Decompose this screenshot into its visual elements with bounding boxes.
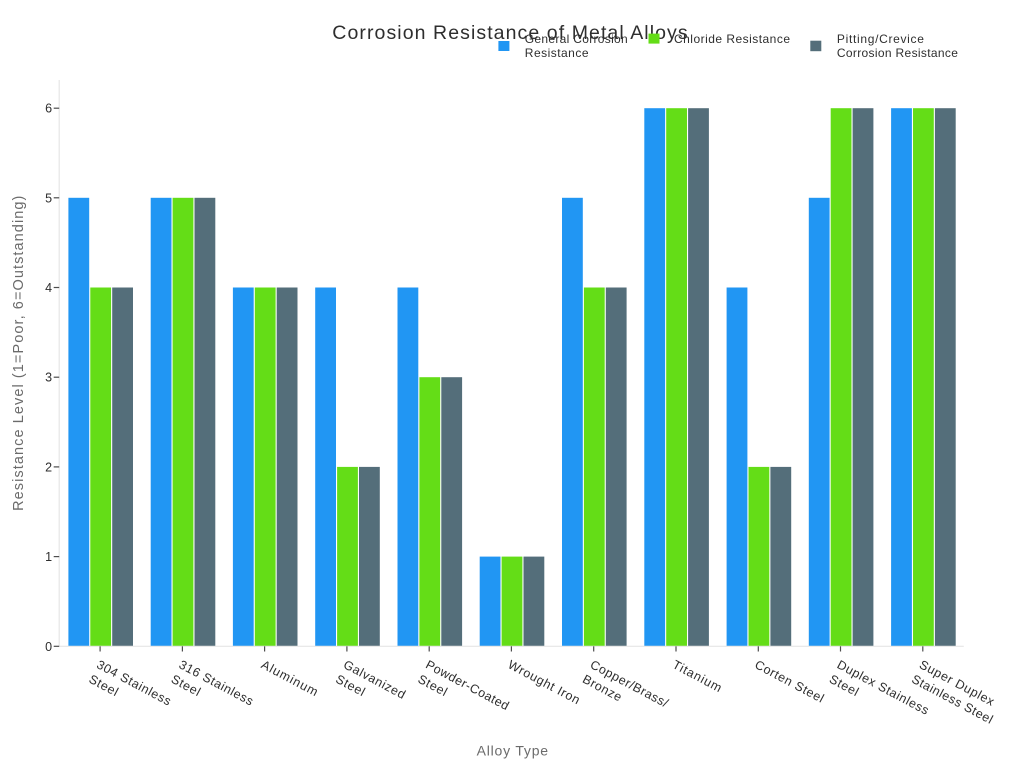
svg-text:5: 5: [45, 191, 52, 205]
svg-text:Alloy Type: Alloy Type: [477, 742, 549, 758]
svg-text:Corrosion Resistance: Corrosion Resistance: [837, 46, 958, 60]
svg-text:General Corrosion: General Corrosion: [525, 32, 628, 46]
svg-text:Corrosion Resistance of Metal: Corrosion Resistance of Metal Alloys: [332, 22, 688, 44]
svg-text:Chloride Resistance: Chloride Resistance: [674, 32, 790, 46]
svg-text:Resistance: Resistance: [525, 46, 589, 60]
svg-text:3: 3: [45, 371, 52, 385]
svg-text:6: 6: [45, 102, 52, 116]
svg-text:2: 2: [45, 460, 52, 474]
svg-text:Resistance Level (1=Poor, 6=Ou: Resistance Level (1=Poor, 6=Outstanding): [11, 196, 27, 511]
svg-text:0: 0: [45, 640, 52, 654]
svg-text:1: 1: [45, 550, 52, 564]
svg-text:4: 4: [45, 281, 52, 295]
svg-text:Pitting/Crevice: Pitting/Crevice: [837, 32, 924, 46]
